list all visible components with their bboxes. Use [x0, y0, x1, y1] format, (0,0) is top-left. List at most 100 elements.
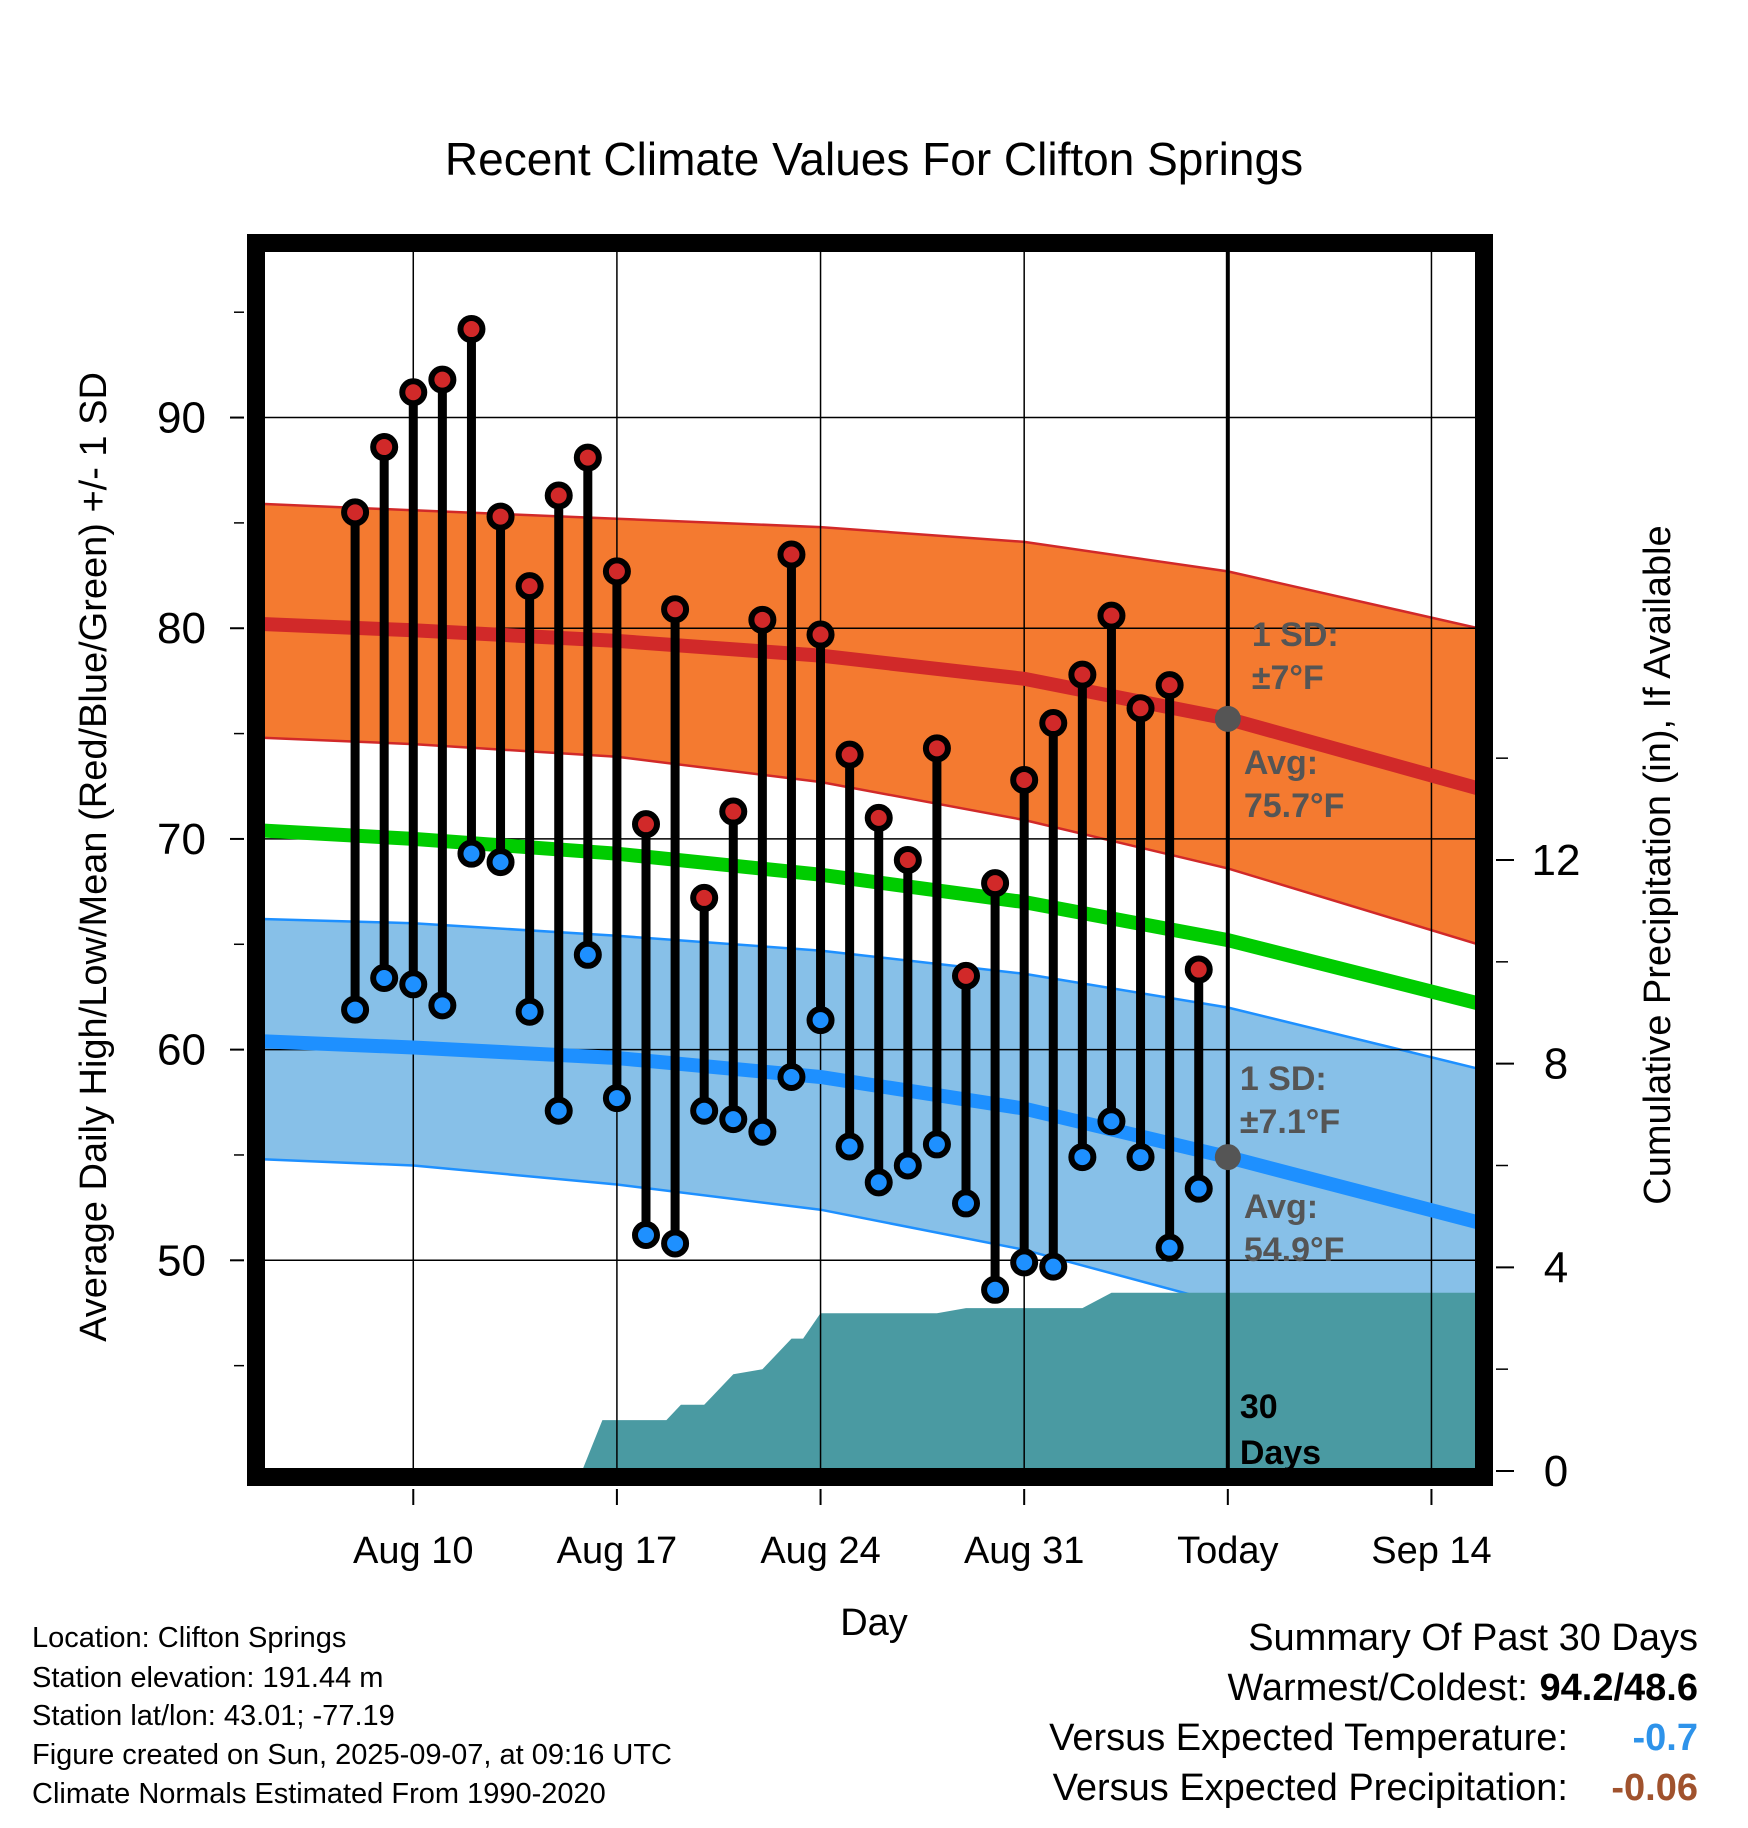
plot-area: 1 SD: ±7°F Avg: 75.7°F 1 SD: ±7.1°F Avg: 54.9°F… — [157, 234, 1581, 1572]
low-point — [748, 1117, 777, 1146]
high-point — [370, 433, 399, 462]
high-point — [952, 961, 980, 990]
today-low-marker — [1214, 1144, 1241, 1171]
high-point — [1010, 765, 1039, 794]
low-avg-annotation: Avg: 54.9°F — [1244, 1188, 1345, 1269]
low-point — [370, 963, 399, 992]
high-point — [515, 572, 544, 601]
high-point — [486, 502, 515, 531]
low-point — [1010, 1248, 1039, 1277]
low-point — [893, 1151, 922, 1180]
high-point — [981, 869, 1010, 898]
high-point — [573, 443, 602, 472]
high-point — [719, 797, 748, 826]
y2-axis-label: Cumulative Precipitation (in), If Availa… — [1637, 525, 1679, 1204]
high-point — [602, 557, 631, 586]
low-point — [1097, 1107, 1126, 1136]
high-point — [690, 883, 719, 912]
high-point — [1184, 955, 1213, 984]
high-point — [1155, 671, 1184, 700]
high-point — [864, 803, 893, 832]
y-axis-label: Average Daily High/Low/Mean (Red/Blue/Gr… — [73, 372, 115, 1342]
summary-temp-value: -0.7 — [1632, 1717, 1698, 1759]
x-tick-label: Aug 24 — [760, 1530, 880, 1572]
x-tick-label: Aug 31 — [964, 1530, 1084, 1572]
low-sd-annotation: 1 SD: ±7.1°F — [1240, 1060, 1340, 1141]
y-tick-label: 50 — [157, 1236, 206, 1285]
low-point — [1068, 1143, 1097, 1172]
low-point — [864, 1168, 893, 1197]
high-point — [835, 740, 864, 769]
low-point — [486, 848, 515, 877]
low-point — [341, 995, 370, 1024]
high-point — [341, 498, 370, 527]
high-point — [1097, 601, 1126, 630]
low-point — [1155, 1233, 1184, 1262]
x-tick-label: Sep 14 — [1371, 1530, 1491, 1572]
low-point — [544, 1096, 573, 1125]
summary-temp-label: Versus Expected Temperature: — [1049, 1717, 1568, 1759]
x-axis-label: Day — [840, 1602, 908, 1644]
low-point — [777, 1063, 806, 1092]
high-point — [661, 595, 690, 624]
low-point — [981, 1275, 1010, 1304]
low-point — [573, 940, 602, 969]
x-tick-label: Aug 17 — [557, 1530, 677, 1572]
info-elevation: Station elevation: 191.44 m — [32, 1662, 384, 1694]
high-point — [893, 846, 922, 874]
low-point — [952, 1189, 980, 1218]
high-point — [1126, 694, 1155, 723]
low-point — [1126, 1143, 1155, 1172]
high-point — [632, 810, 660, 839]
low-point — [806, 1006, 835, 1035]
low-point — [428, 991, 457, 1020]
low-point — [1184, 1174, 1213, 1203]
info-latlon: Station lat/lon: 43.01; -77.19 — [32, 1700, 395, 1732]
y-tick-label: 80 — [157, 604, 206, 653]
high-point — [428, 365, 457, 394]
low-point — [719, 1105, 748, 1134]
info-created: Figure created on Sun, 2025-09-07, at 09… — [32, 1739, 672, 1771]
summary-warm-value: 94.2/48.6 — [1539, 1667, 1698, 1709]
y2-tick-label: 8 — [1544, 1040, 1568, 1089]
high-point — [1068, 660, 1097, 689]
high-point — [457, 315, 486, 344]
y-tick-label: 60 — [157, 1026, 206, 1075]
low-point — [457, 839, 486, 868]
low-point — [835, 1132, 864, 1161]
high-sd-annotation: 1 SD: ±7°F — [1252, 616, 1339, 697]
low-point — [922, 1130, 951, 1159]
high-point — [399, 378, 428, 407]
summary-warm-label: Warmest/Coldest: — [1227, 1667, 1528, 1709]
high-point — [1039, 709, 1068, 738]
summary-title: Summary Of Past 30 Days — [1248, 1617, 1698, 1659]
low-point — [602, 1084, 631, 1113]
low-point — [661, 1229, 690, 1258]
low-point — [1039, 1252, 1068, 1281]
y2-tick-label: 0 — [1544, 1447, 1568, 1496]
y2-tick-label: 12 — [1532, 836, 1581, 885]
y-tick-label: 90 — [157, 394, 206, 443]
x-tick-label: Aug 10 — [353, 1530, 473, 1572]
y2-tick-label: 4 — [1544, 1243, 1568, 1292]
high-point — [922, 734, 951, 763]
precip-area — [582, 1292, 1478, 1471]
low-point — [632, 1221, 660, 1250]
low-point — [515, 997, 544, 1026]
high-point — [777, 540, 806, 569]
today-high-marker — [1214, 705, 1241, 732]
x-tick-label: Today — [1177, 1530, 1278, 1572]
low-point — [690, 1096, 719, 1125]
info-normals: Climate Normals Estimated From 1990-2020 — [32, 1778, 606, 1810]
plot-frame — [247, 234, 1493, 1486]
info-location: Location: Clifton Springs — [32, 1622, 347, 1654]
high-point — [748, 605, 777, 634]
high-point — [806, 620, 835, 649]
y-tick-label: 70 — [157, 815, 206, 864]
high-point — [544, 481, 573, 510]
days-annotation: 30 Days — [1240, 1388, 1321, 1472]
high-avg-annotation: Avg: 75.7°F — [1244, 744, 1345, 825]
chart-title: Recent Climate Values For Clifton Spring… — [445, 133, 1303, 185]
summary-precip-label: Versus Expected Precipitation: — [1052, 1767, 1568, 1809]
